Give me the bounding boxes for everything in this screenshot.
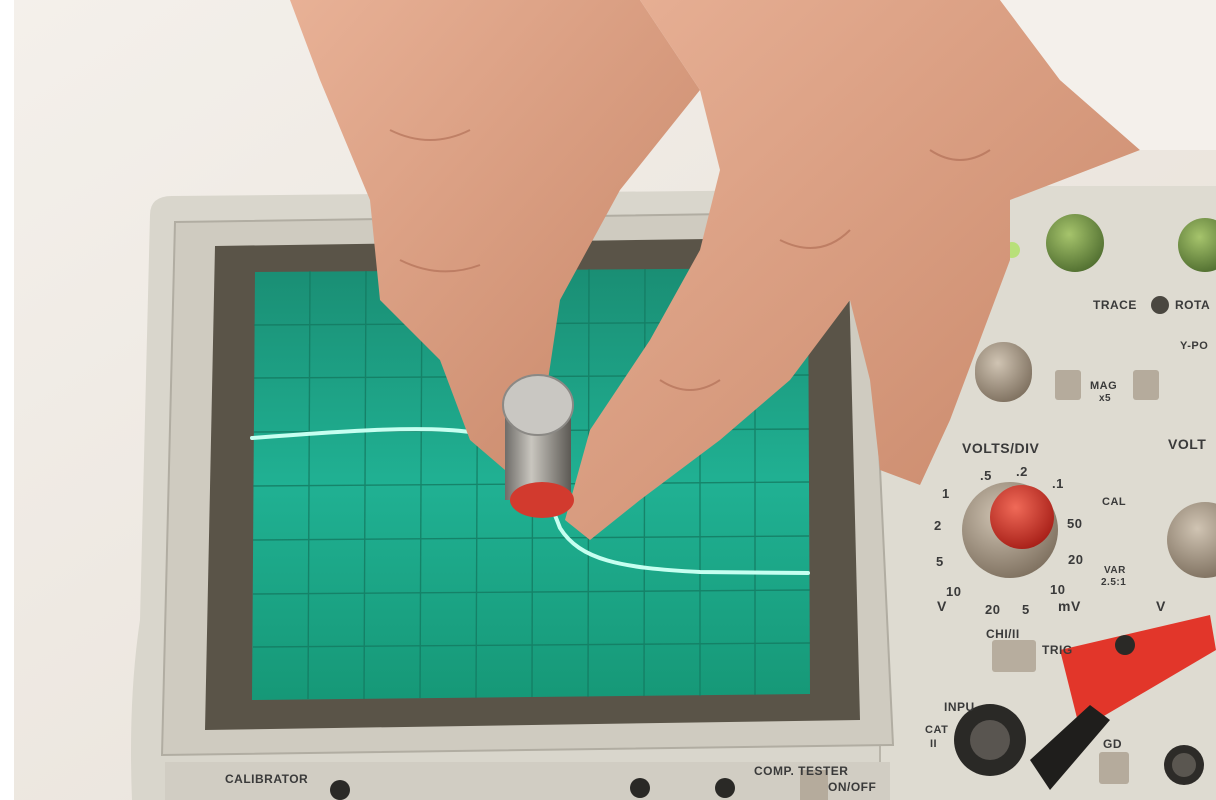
trace-rotation-screw xyxy=(1151,296,1169,314)
trace-rotation-label: TRACE xyxy=(1093,298,1137,312)
input-label: INPU xyxy=(944,700,975,714)
hand-creases xyxy=(389,129,991,391)
range-tick: 5 xyxy=(1022,602,1030,617)
cal-label: CAL xyxy=(1102,496,1127,508)
range-tick: .5 xyxy=(980,468,992,483)
range-tick: 10 xyxy=(946,584,962,599)
mag-label: MAG xyxy=(1090,380,1118,392)
range-tick: .1 xyxy=(1052,476,1064,491)
var-label: VAR xyxy=(1104,565,1126,576)
y-pos-knob xyxy=(975,342,1032,402)
left-border xyxy=(0,0,14,800)
red-probe-clip xyxy=(1060,615,1216,730)
magnet-top-face xyxy=(502,374,574,436)
mv-label: mV xyxy=(1058,598,1081,614)
magnet-red-cap xyxy=(510,482,574,518)
comp-tester-label: COMP. TESTER xyxy=(754,764,849,778)
range-tick: 20 xyxy=(985,602,1001,617)
volts-div-ch1-label: VOLTS/DIV xyxy=(962,440,1040,456)
cat-label: CAT xyxy=(925,724,949,736)
range-tick: 5 xyxy=(936,554,944,569)
gd-label: GD xyxy=(1103,737,1122,751)
range-tick: 10 xyxy=(1050,582,1066,597)
hand xyxy=(290,0,1216,540)
volts-div-ch2-label: VOLT xyxy=(1168,436,1207,452)
mag-button-2 xyxy=(1133,370,1159,400)
calibrator-strip xyxy=(165,762,890,800)
trig-label: TRIG xyxy=(1042,643,1073,657)
var-ratio-label: 2.5:1 xyxy=(1101,577,1127,588)
range-tick: 1 xyxy=(942,486,950,501)
ch1-ii-label: CHI/II xyxy=(986,627,1020,641)
y-pos-label: Y-PO xyxy=(1180,340,1209,352)
range-tick: .2 xyxy=(1016,464,1028,479)
range-tick: 2 xyxy=(934,518,942,533)
v-right-label: V xyxy=(1156,598,1166,614)
range-tick: 20 xyxy=(1068,552,1084,567)
rotation-label: ROTA xyxy=(1175,298,1211,312)
ch1-ii-switch xyxy=(992,640,1036,672)
mag-button-1 xyxy=(1055,370,1081,400)
v-left-label: V xyxy=(937,598,947,614)
range-tick: 50 xyxy=(1067,516,1083,531)
cat-ii-label: II xyxy=(930,738,938,750)
intensity-knob xyxy=(1046,214,1104,272)
on-off-label: ON/OFF xyxy=(828,780,877,794)
calibrator-label: CALIBRATOR xyxy=(225,772,309,786)
volts-div-knob-ch2 xyxy=(1167,502,1216,578)
volts-div-knob-ch1 xyxy=(990,485,1054,549)
mag-x5-label: x5 xyxy=(1099,393,1112,404)
gd-button xyxy=(1099,752,1129,784)
focus-knob xyxy=(1178,218,1216,272)
